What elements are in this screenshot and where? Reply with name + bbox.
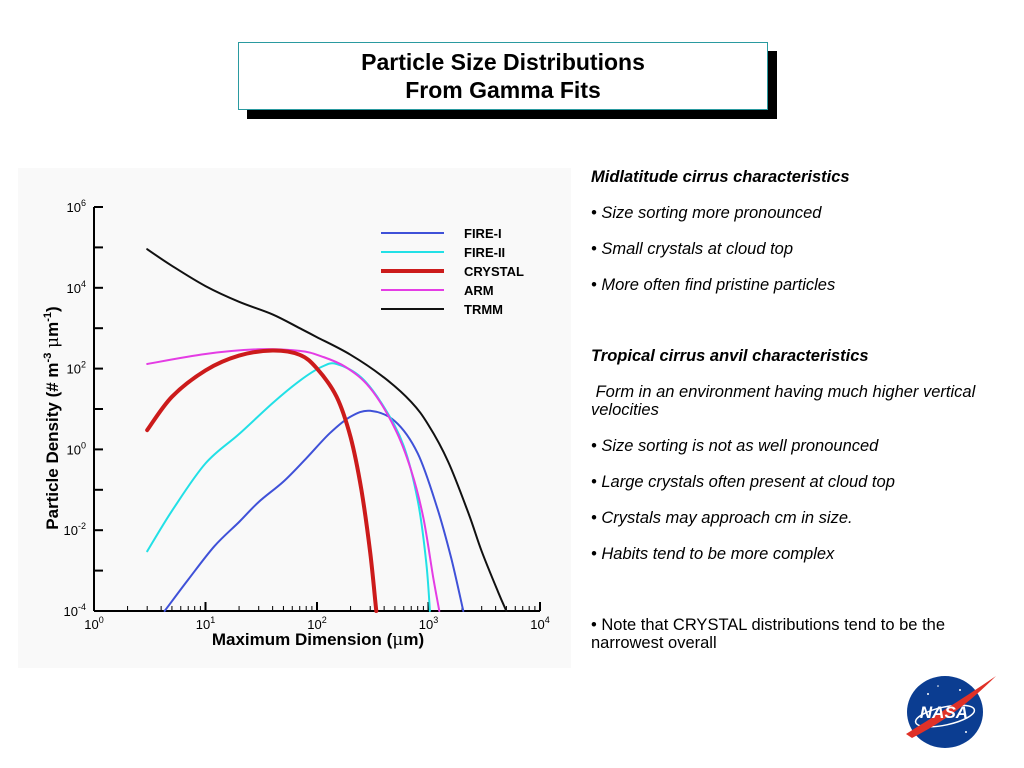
footnote: • Note that CRYSTAL distributions tend t…: [591, 616, 946, 652]
midlatitude-heading: Midlatitude cirrus characteristics: [591, 168, 850, 186]
tropical-item: • Large crystals often present at cloud …: [591, 473, 895, 491]
y-tick-label: 102: [67, 360, 86, 377]
midlatitude-item: • Size sorting more pronounced: [591, 204, 822, 222]
x-axis-label: Maximum Dimension (μm): [212, 630, 424, 650]
chart-legend: FIRE-I FIRE-II CRYSTAL ARM TRMM: [381, 226, 524, 317]
y-tick-label: 10-4: [64, 602, 86, 619]
slide-title-box: Particle Size Distributions From Gamma F…: [238, 42, 768, 110]
chart-ticks: [93, 206, 541, 612]
tropical-heading: Tropical cirrus anvil characteristics: [591, 347, 869, 365]
legend-label: CRYSTAL: [464, 264, 524, 279]
y-tick-label: 10-2: [64, 521, 86, 538]
tropical-item: • Habits tend to be more complex: [591, 545, 835, 563]
legend-label: FIRE-II: [464, 245, 505, 260]
slide-title-line-2: From Gamma Fits: [405, 77, 601, 103]
y-tick-label: 106: [67, 198, 86, 215]
series-line-fire-ii: [146, 362, 431, 612]
x-tick-label: 103: [419, 615, 438, 632]
nasa-logo: NASA: [906, 676, 996, 748]
x-tick-label: 101: [196, 615, 215, 632]
slide-title-line-1: Particle Size Distributions: [361, 49, 645, 75]
y-tick-label: 104: [67, 279, 86, 296]
legend-label: TRMM: [464, 302, 503, 317]
particle-density-chart: 100 101 102 103 104 10-4 10-2 100 102 104 106 FIRE…: [42, 198, 550, 650]
notes-panel: Midlatitude cirrus characteristics • Siz…: [591, 168, 996, 652]
series-line-fire-i: [163, 409, 465, 612]
legend-label: FIRE-I: [464, 226, 502, 241]
x-tick-label: 102: [307, 615, 326, 632]
chart-series: [145, 248, 508, 613]
midlatitude-item: • More often find pristine particles: [591, 276, 836, 294]
x-tick-label: 104: [530, 615, 549, 632]
legend-label: ARM: [464, 283, 494, 298]
y-axis-label: Particle Density (# m-3 μm-1): [42, 306, 63, 529]
series-line-trmm: [146, 248, 508, 612]
x-tick-label: 100: [84, 615, 103, 632]
series-line-arm: [146, 348, 441, 612]
nasa-logo-text: NASA: [920, 703, 968, 722]
chart-area: 100 101 102 103 104 10-4 10-2 100 102 104 106 FIRE…: [18, 168, 571, 668]
tropical-item: • Crystals may approach cm in size.: [591, 509, 853, 527]
tropical-item: • Size sorting is not as well pronounced: [591, 437, 879, 455]
y-tick-label: 100: [67, 440, 86, 457]
tropical-intro: Form in an environment having much highe…: [591, 383, 980, 419]
chart-tick-labels: 100 101 102 103 104 10-4 10-2 100 102 104 106: [64, 198, 550, 632]
midlatitude-item: • Small crystals at cloud top: [591, 240, 794, 258]
series-line-crystal: [145, 348, 379, 613]
